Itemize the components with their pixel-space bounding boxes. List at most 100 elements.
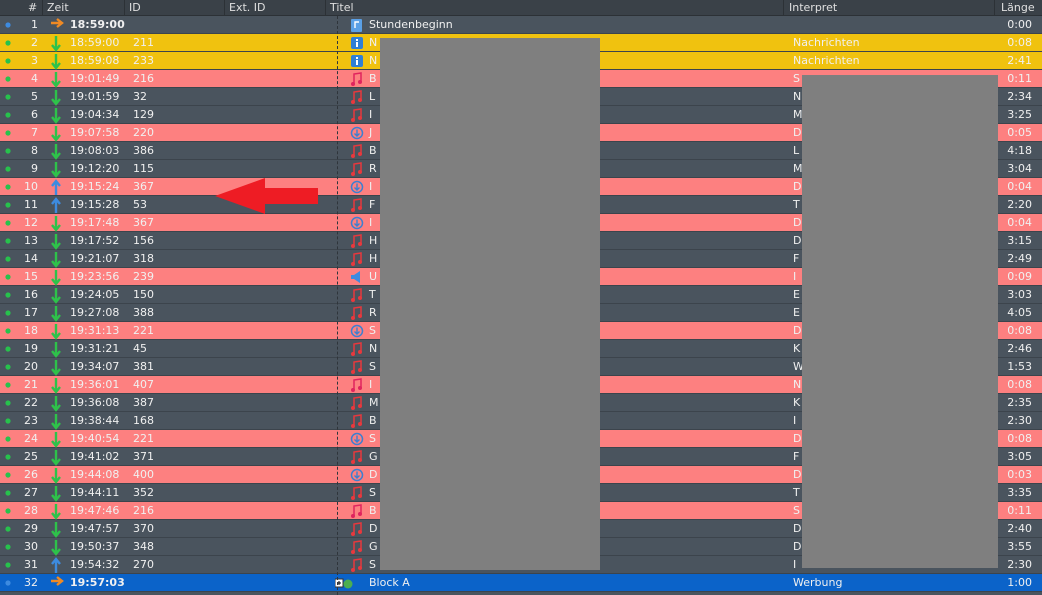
- title: B: [369, 414, 377, 427]
- row-number: 16: [24, 288, 38, 301]
- time: 19:36:01: [70, 378, 120, 391]
- title: S: [369, 558, 376, 571]
- title: M: [369, 396, 379, 409]
- interpret: N: [793, 378, 802, 391]
- row-number: 12: [24, 216, 38, 229]
- type-icon: [350, 216, 364, 230]
- interpret: Nachrichten: [793, 54, 860, 67]
- row-number: 26: [24, 468, 38, 481]
- length: 0:11: [1007, 72, 1032, 85]
- row-number: 29: [24, 522, 38, 535]
- item-id: 239: [133, 270, 154, 283]
- direction-icon: [51, 108, 61, 124]
- type-icon: [350, 432, 364, 446]
- title: F: [369, 198, 376, 211]
- length: 0:08: [1007, 378, 1032, 391]
- direction-icon: [51, 90, 61, 106]
- time: 19:07:58: [70, 126, 120, 139]
- col-header[interactable]: Zeit: [47, 1, 69, 14]
- item-id: 387: [133, 396, 154, 409]
- interpret: Nachrichten: [793, 36, 860, 49]
- length: 2:49: [1007, 252, 1032, 265]
- direction-icon: [51, 324, 61, 340]
- item-id: 115: [133, 162, 154, 175]
- col-header[interactable]: #: [28, 1, 38, 14]
- interpret: I: [793, 558, 797, 571]
- table-row[interactable]: 1 18:59:00 Stundenbeginn 0:00: [0, 16, 1042, 34]
- time: 18:59:00: [70, 36, 120, 49]
- item-id: 211: [133, 36, 154, 49]
- length: 2:30: [1007, 414, 1032, 427]
- table-row[interactable]: 32 19:57:03 Block A Werbung 1:00: [0, 574, 1042, 592]
- direction-icon: [51, 306, 61, 322]
- status-dot: [5, 94, 11, 100]
- row-number: 19: [24, 342, 38, 355]
- interpret: D: [793, 126, 802, 139]
- col-header[interactable]: Ext. ID: [229, 1, 266, 14]
- length: 2:35: [1007, 396, 1032, 409]
- length: 0:08: [1007, 36, 1032, 49]
- status-dot: [5, 184, 11, 190]
- interpret: S: [793, 72, 800, 85]
- time: 19:44:11: [70, 486, 120, 499]
- col-header[interactable]: Interpret: [789, 1, 838, 14]
- title: R: [369, 162, 377, 175]
- row-number: 11: [24, 198, 38, 211]
- item-id: 220: [133, 126, 154, 139]
- type-icon: [351, 144, 362, 158]
- type-icon: [351, 342, 362, 356]
- type-icon: [351, 72, 362, 86]
- direction-icon: [51, 342, 61, 358]
- length: 2:34: [1007, 90, 1032, 103]
- time: 19:47:46: [70, 504, 120, 517]
- type-icon: [351, 558, 362, 572]
- status-dot: [5, 220, 11, 226]
- direction-icon: [51, 557, 61, 573]
- title: H: [369, 252, 378, 265]
- title: B: [369, 144, 377, 157]
- direction-icon: [51, 162, 61, 178]
- col-header[interactable]: Titel: [330, 1, 354, 14]
- interpret: D: [793, 540, 802, 553]
- interpret: M: [793, 108, 803, 121]
- title: N: [369, 342, 378, 355]
- status-dot: [5, 76, 11, 82]
- type-icon: [351, 396, 362, 410]
- status-dot: [5, 238, 11, 244]
- type-icon: [351, 271, 360, 283]
- status-dot: [5, 562, 11, 568]
- status-dot: [5, 544, 11, 550]
- row-number: 8: [31, 144, 38, 157]
- interpret: Werbung: [793, 576, 843, 589]
- col-header[interactable]: ID: [129, 1, 141, 14]
- length: 4:18: [1007, 144, 1032, 157]
- type-icon: [351, 486, 362, 500]
- direction-icon: [51, 144, 61, 160]
- type-icon: [351, 414, 362, 428]
- time: 19:24:05: [70, 288, 120, 301]
- item-id: 32: [133, 90, 147, 103]
- time: 19:31:13: [70, 324, 120, 337]
- row-number: 5: [31, 90, 38, 103]
- redaction: [380, 38, 600, 570]
- length: 2:40: [1007, 522, 1032, 535]
- col-header[interactable]: Länge: [1001, 1, 1035, 14]
- row-number: 17: [24, 306, 38, 319]
- length: 0:04: [1007, 180, 1032, 193]
- item-id: 221: [133, 432, 154, 445]
- status-dot: [5, 472, 11, 478]
- interpret: I: [793, 270, 797, 283]
- status-dot: [5, 400, 11, 406]
- interpret: D: [793, 432, 802, 445]
- direction-icon: [51, 378, 61, 394]
- time: 19:12:20: [70, 162, 120, 175]
- row-number: 13: [24, 234, 38, 247]
- direction-icon: [51, 432, 61, 448]
- direction-icon: [51, 36, 61, 52]
- title: S: [369, 360, 376, 373]
- status-dot: [5, 364, 11, 370]
- length: 0:05: [1007, 126, 1032, 139]
- title: Stundenbeginn: [369, 18, 453, 31]
- direction-icon: [51, 504, 61, 520]
